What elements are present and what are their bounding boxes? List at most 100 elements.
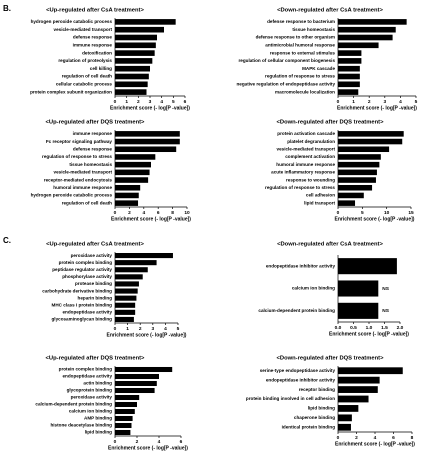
bar — [338, 405, 359, 412]
category-label: tissue homeostasis — [292, 27, 335, 32]
category-label: regulation of cellular component biogene… — [239, 58, 336, 63]
x-axis-label: Enrichment score (- log[P -value]) — [111, 216, 191, 222]
category-label: endopeptidase inhibitor activity — [266, 377, 336, 382]
x-tick-label: 0.0 — [335, 325, 342, 331]
bar — [338, 414, 352, 422]
category-label: cell killing — [90, 66, 112, 71]
x-tick-label: 15 — [408, 210, 414, 216]
category-label: heparin binding — [78, 295, 113, 300]
bar — [115, 89, 147, 95]
category-label: defense response to bacterium — [267, 19, 335, 24]
x-tick-label: 2 — [136, 439, 139, 445]
category-label: endopeptidase activity — [62, 310, 112, 315]
bar — [115, 281, 139, 287]
category-label: receptor binding — [299, 387, 335, 392]
category-label: platelet degranulation — [287, 139, 335, 144]
bar — [115, 81, 148, 88]
bar — [115, 387, 155, 394]
bar — [115, 146, 177, 153]
bar — [115, 200, 139, 206]
bar — [115, 316, 134, 323]
bar — [115, 422, 132, 429]
x-axis-label: Enrichment score (- log[P -value]) — [335, 216, 415, 222]
bar — [115, 26, 164, 33]
bar — [338, 65, 360, 72]
x-tick-label: 5 — [172, 99, 175, 105]
x-tick-label: 1 — [125, 99, 128, 105]
x-tick-label: 0 — [337, 99, 340, 105]
category-label: peptidase regulator activity — [52, 267, 112, 272]
chart-title: <Down-regulated after DQS treatment> — [277, 356, 385, 362]
x-axis-label: Enrichment score (- log[P -value]) — [329, 331, 409, 337]
category-label: identical protein binding — [282, 425, 336, 430]
bar — [115, 252, 173, 259]
chart-title: <Up-regulated after CsA treatment> — [46, 8, 144, 14]
bar — [115, 394, 140, 401]
category-label: protein complex subunit organization — [30, 89, 112, 94]
significance-label: NS — [382, 308, 389, 314]
category-label: response to wounding — [286, 177, 335, 182]
bar — [338, 146, 390, 153]
x-tick-label: 2 — [137, 99, 140, 105]
bar — [115, 58, 153, 64]
category-label: complement activation — [285, 154, 335, 159]
x-tick-label: 2 — [355, 435, 358, 441]
category-label: peroxidase activity — [71, 395, 113, 400]
x-tick-label: 2.0 — [397, 325, 404, 331]
x-tick-label: 0 — [114, 99, 117, 105]
category-label: lipid transport — [304, 200, 335, 205]
category-label: immune response — [73, 131, 113, 136]
x-tick-label: 4 — [164, 326, 167, 332]
bar — [115, 274, 143, 280]
category-label: regulation of cell death — [62, 200, 112, 205]
x-tick-label: 2 — [139, 326, 142, 332]
significance-label: NS — [382, 286, 389, 292]
x-tick-label: 5 — [415, 99, 418, 105]
x-tick-label: 10 — [184, 210, 190, 216]
bar — [115, 131, 180, 137]
bar — [115, 288, 138, 294]
x-tick-label: 8 — [171, 210, 174, 216]
bar — [115, 366, 173, 373]
bar — [338, 376, 380, 384]
category-label: vesicle-mediated transport — [277, 146, 336, 151]
bar — [338, 169, 377, 176]
x-tick-label: 6 — [157, 210, 160, 216]
category-label: hydrogen peroxide catabolic process — [31, 19, 113, 24]
bar — [115, 267, 148, 273]
x-tick-label: 0 — [114, 210, 117, 216]
chart-title: <Up-regulated after DQS treatment> — [46, 356, 146, 362]
bar — [338, 367, 403, 375]
category-label: endopeptidase activity — [62, 374, 112, 379]
category-label: lipid binding — [85, 430, 112, 435]
category-label: antimicrobial humoral response — [265, 43, 335, 48]
bar — [115, 73, 149, 80]
category-label: calcium-dependent protein binding — [35, 402, 112, 407]
bar — [115, 177, 149, 183]
chart-title: <Up-regulated after DQS treatment> — [46, 120, 146, 126]
category-label: AMP binding — [84, 416, 112, 421]
category-label: MHC class I protein binding — [52, 302, 113, 307]
category-label: negative regulation of endopeptidase act… — [236, 82, 335, 87]
x-tick-label: 4 — [142, 210, 145, 216]
x-axis-label: Enrichment score (- log[P -value]) — [337, 105, 417, 111]
x-tick-label: 3 — [151, 326, 154, 332]
category-label: regulation of proteolysis — [58, 58, 112, 63]
bar — [338, 58, 362, 64]
x-axis-label: Enrichment score (- log[P -value]) — [108, 445, 188, 451]
category-label: protein complex binding — [59, 260, 113, 265]
x-tick-label: 5 — [361, 210, 364, 216]
x-tick-label: 6 — [392, 435, 395, 441]
x-tick-label: 3 — [149, 99, 152, 105]
category-label: protein binding involved in cell adhesio… — [246, 396, 335, 401]
bar — [338, 34, 393, 41]
category-label: receptor-mediated endocytosis — [44, 177, 113, 182]
bar — [115, 429, 131, 436]
panel-label: B. — [3, 4, 11, 13]
bar — [115, 302, 136, 308]
bar — [338, 73, 360, 80]
category-label: protease binding — [75, 281, 112, 286]
category-label: acute inflammatory response — [271, 170, 335, 175]
x-axis-label: Enrichment score (- log[P -value]) — [107, 332, 187, 338]
